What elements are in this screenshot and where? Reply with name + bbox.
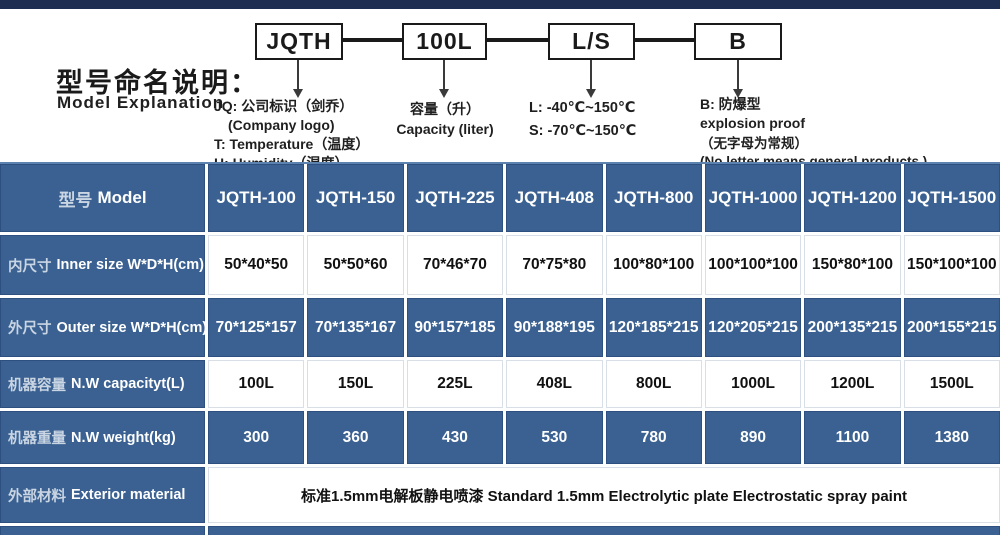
row-label-en: Inner size W*D*H(cm) — [56, 257, 204, 273]
table-cell: 70*75*80 — [506, 235, 603, 295]
table-cell: 408L — [506, 360, 603, 408]
table-header-model: JQTH-1000 — [704, 164, 802, 232]
table-row-label: 外尺寸 Outer size W*D*H(cm) — [0, 298, 208, 357]
down-arrow-icon — [733, 89, 743, 98]
note-capacity: 容量（升） Capacity (liter) — [389, 99, 501, 139]
table-cell: 70*125*157 — [208, 298, 305, 357]
table-header-model: JQTH-150 — [307, 164, 404, 232]
down-arrow-icon — [443, 60, 445, 90]
note-line: (Company logo) — [228, 117, 335, 133]
table-merged-cell: 标准1.5mm电解板静电喷漆 Standard 1.5mm Electrolyt… — [208, 467, 1000, 523]
row-label-zh: 内尺寸 — [8, 258, 52, 275]
table-cell: 430 — [406, 411, 504, 464]
flow-box-b: B — [694, 23, 782, 60]
table-cell: 1500L — [903, 360, 1000, 408]
flow-box-100l: 100L — [402, 23, 487, 60]
table-row-label: 外部材料 Exterior material — [0, 467, 205, 523]
connector-line — [487, 38, 548, 42]
note-line: JQ: 公司标识（剑乔） — [214, 98, 354, 114]
table-cell: 150*80*100 — [804, 235, 901, 295]
down-arrow-icon — [737, 60, 739, 90]
table-header-model: JQTH-1200 — [804, 164, 901, 232]
table-header-label: 型号 Model — [0, 164, 205, 232]
table-cell: 100*80*100 — [605, 235, 702, 295]
diagram-title-en: Model Explanation — [57, 93, 225, 112]
row-label-en: Outer size W*D*H(cm) — [56, 319, 208, 336]
connector-line — [635, 38, 694, 42]
note-line: T: Temperature（温度） — [214, 136, 370, 152]
table-cell: 1380 — [903, 411, 1000, 464]
note-line: explosion proof — [700, 115, 805, 131]
table-header-model: JQTH-800 — [605, 164, 702, 232]
flow-box-ls: L/S — [548, 23, 635, 60]
model-naming-diagram: 型号命名说明： Model Explanation JQTH 100L L/S … — [0, 9, 1000, 171]
table-cell: 150*100*100 — [903, 235, 1000, 295]
table-cell: 150L — [307, 360, 404, 408]
row-label-en: N.W capacityt(L) — [71, 376, 185, 392]
note-line: S: -70℃~150℃ — [529, 123, 637, 139]
spec-table: 型号 Model JQTH-100 JQTH-150 JQTH-225 JQTH-408 J… — [0, 162, 1000, 535]
table-cell: 120*185*215 — [605, 298, 702, 357]
table-cell: 120*205*215 — [704, 298, 802, 357]
down-arrow-icon — [590, 60, 592, 90]
note-line: （无字母为常规） — [700, 136, 808, 151]
table-cell: 200*155*215 — [903, 298, 1000, 357]
note-explosion-proof: B: 防爆型 explosion proof — [700, 95, 805, 133]
table-cell: 780 — [605, 411, 702, 464]
table-header-model: JQTH-408 — [506, 164, 603, 232]
note-line: 容量（升） — [410, 101, 480, 117]
table-cell: 1000L — [704, 360, 802, 408]
down-arrow-icon — [297, 60, 299, 90]
top-accent-bar — [0, 0, 1000, 9]
table-cell: 100*100*100 — [704, 235, 802, 295]
table-cell: 200*135*215 — [804, 298, 901, 357]
table-merged-cell — [208, 526, 1000, 535]
table-cell: 50*50*60 — [307, 235, 404, 295]
table-row-label: 机器重量 N.W weight(kg) — [0, 411, 205, 464]
note-line: Capacity (liter) — [396, 121, 494, 137]
table-cell: 50*40*50 — [208, 235, 305, 295]
table-cell: 100L — [208, 360, 305, 408]
table-cell: 1100 — [804, 411, 901, 464]
table-row-label: 内尺寸 Inner size W*D*H(cm) — [0, 235, 205, 295]
row-label-zh: 机器重量 — [8, 431, 66, 447]
table-row-label — [0, 526, 205, 535]
down-arrow-icon — [439, 89, 449, 98]
table-cell: 225L — [406, 360, 504, 408]
table-cell: 360 — [307, 411, 404, 464]
row-label-zh: 型号 — [58, 190, 93, 210]
diagram-title-zh: 型号命名说明： — [56, 68, 259, 98]
row-label-en: N.W weight(kg) — [71, 429, 176, 446]
table-cell: 530 — [506, 411, 603, 464]
note-temperature-range: L: -40℃~150℃ S: -70℃~150℃ — [529, 97, 636, 143]
flow-box-jqth: JQTH — [255, 23, 343, 60]
down-arrow-icon — [586, 89, 596, 98]
table-cell: 90*188*195 — [506, 298, 603, 357]
table-header-model: JQTH-100 — [208, 164, 305, 232]
row-label-zh: 外尺寸 — [8, 321, 52, 337]
note-line: B: 防爆型 — [700, 96, 761, 112]
table-header-model: JQTH-1500 — [903, 164, 1000, 232]
table-cell: 90*157*185 — [406, 298, 504, 357]
table-cell: 1200L — [804, 360, 901, 408]
table-header-model: JQTH-225 — [406, 164, 504, 232]
table-cell: 70*46*70 — [406, 235, 504, 295]
row-label-en: Model — [97, 188, 147, 207]
table-cell: 800L — [605, 360, 702, 408]
note-line: L: -40℃~150℃ — [529, 100, 636, 116]
row-label-zh: 机器容量 — [8, 377, 66, 394]
table-cell: 890 — [704, 411, 802, 464]
table-cell: 70*135*167 — [307, 298, 404, 357]
down-arrow-icon — [293, 89, 303, 98]
table-cell: 300 — [208, 411, 305, 464]
row-label-en: Exterior material — [71, 487, 186, 503]
table-row-label: 机器容量 N.W capacityt(L) — [0, 360, 205, 408]
row-label-zh: 外部材料 — [8, 488, 66, 505]
connector-line — [343, 38, 402, 42]
